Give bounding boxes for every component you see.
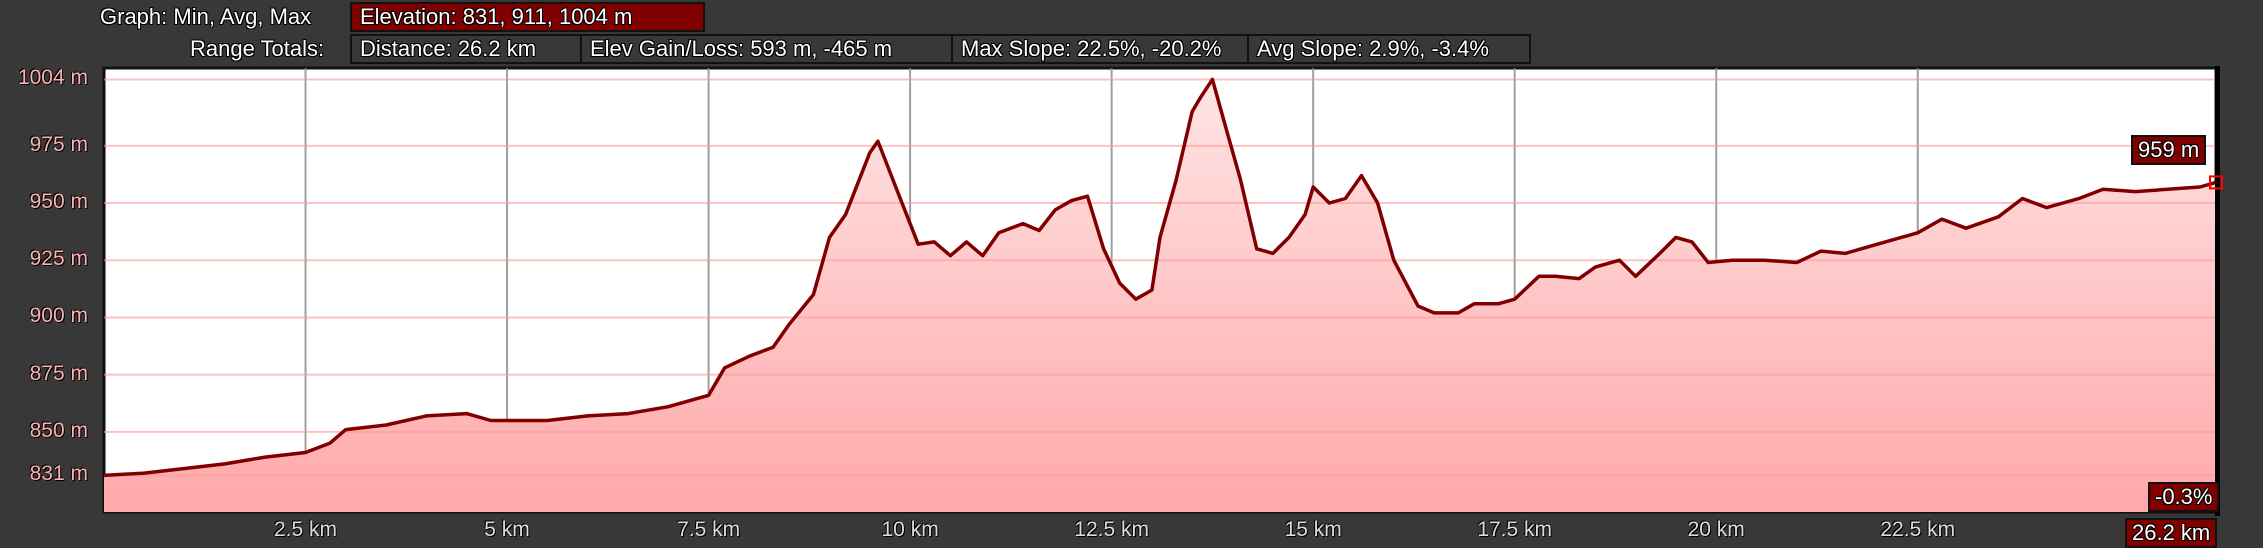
y-tick-label: 875 m (29, 361, 88, 385)
cursor-distance-label: 26.2 km (2125, 518, 2218, 548)
elevation-area (104, 79, 2216, 513)
x-tick-label: 12.5 km (1074, 518, 1149, 541)
y-tick-label: 975 m (29, 132, 88, 156)
x-tick-label: 7.5 km (677, 518, 741, 541)
elev-gain-loss-stat: Elev Gain/Loss: 593 m, -465 m (580, 34, 953, 64)
cursor-slope-label: -0.3% (2148, 482, 2220, 512)
distance-stat: Distance: 26.2 km (350, 34, 582, 64)
y-tick-label: 925 m (29, 247, 88, 271)
y-tick-label: 950 m (29, 190, 88, 214)
elevation-stat: Elevation: 831, 911, 1004 m (350, 2, 705, 32)
y-tick-label: 1004 m (17, 66, 88, 90)
range-totals-label: Range Totals: (190, 36, 325, 61)
x-tick-label: 15 km (1284, 518, 1342, 541)
elevation-line (103, 77, 2217, 478)
x-tick-label: 5 km (484, 518, 530, 541)
max-slope-stat: Max Slope: 22.5%, -20.2% (951, 34, 1249, 64)
graph-label: Graph: Min, Avg, Max (100, 4, 312, 29)
x-tick-label: 10 km (881, 518, 939, 541)
y-tick-label: 850 m (29, 418, 88, 442)
avg-slope-stat: Avg Slope: 2.9%, -3.4% (1247, 34, 1531, 64)
cursor-elevation-label: 959 m (2131, 135, 2207, 165)
y-tick-label: 831 m (29, 462, 88, 486)
x-tick-label: 22.5 km (1880, 518, 1956, 541)
y-tick-label: 900 m (29, 304, 88, 328)
plot-right-border (2215, 66, 2220, 516)
x-tick-label: 17.5 km (1477, 518, 1553, 541)
cursor-marker (2209, 175, 2223, 190)
x-tick-label: 2.5 km (274, 518, 338, 541)
x-tick-label: 20 km (1687, 518, 1745, 541)
